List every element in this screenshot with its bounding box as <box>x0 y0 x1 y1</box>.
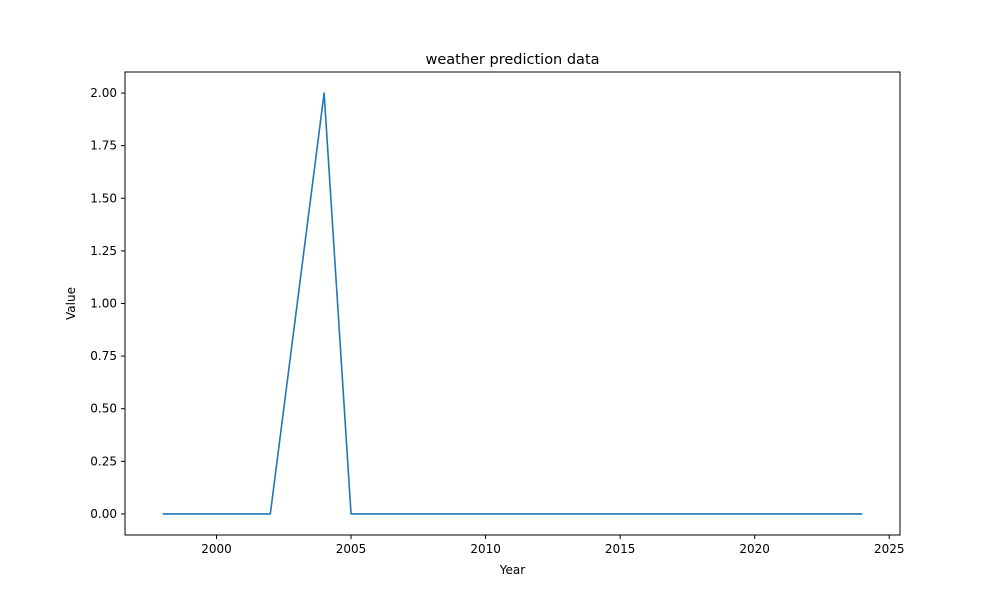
y-tick-label: 1.75 <box>90 139 117 153</box>
y-tick-label: 0.00 <box>90 507 117 521</box>
y-tick-label: 1.00 <box>90 297 117 311</box>
plot-area <box>162 92 863 515</box>
y-tick-label: 0.25 <box>90 454 117 468</box>
y-tick-label: 1.25 <box>90 244 117 258</box>
x-tick-label: 2025 <box>874 542 905 556</box>
x-axis-label: Year <box>499 563 525 577</box>
y-axis: 0.00 0.25 0.50 0.75 1.00 1.25 1.50 1.75 2.00 <box>90 86 125 521</box>
chart-title: weather prediction data <box>425 52 599 68</box>
x-axis: 2000 2005 2010 2015 2020 2025 <box>201 535 905 556</box>
y-tick-label: 2.00 <box>90 86 117 100</box>
y-tick-label: 1.50 <box>90 191 117 205</box>
x-tick-label: 2010 <box>470 542 501 556</box>
x-tick-label: 2005 <box>336 542 367 556</box>
x-tick-label: 2020 <box>739 542 770 556</box>
x-tick-label: 2000 <box>201 542 232 556</box>
series-line-0 <box>162 92 863 515</box>
y-tick-label: 0.50 <box>90 402 117 416</box>
y-axis-label: Value <box>64 287 78 320</box>
x-tick-label: 2015 <box>605 542 636 556</box>
y-tick-label: 0.75 <box>90 349 117 363</box>
